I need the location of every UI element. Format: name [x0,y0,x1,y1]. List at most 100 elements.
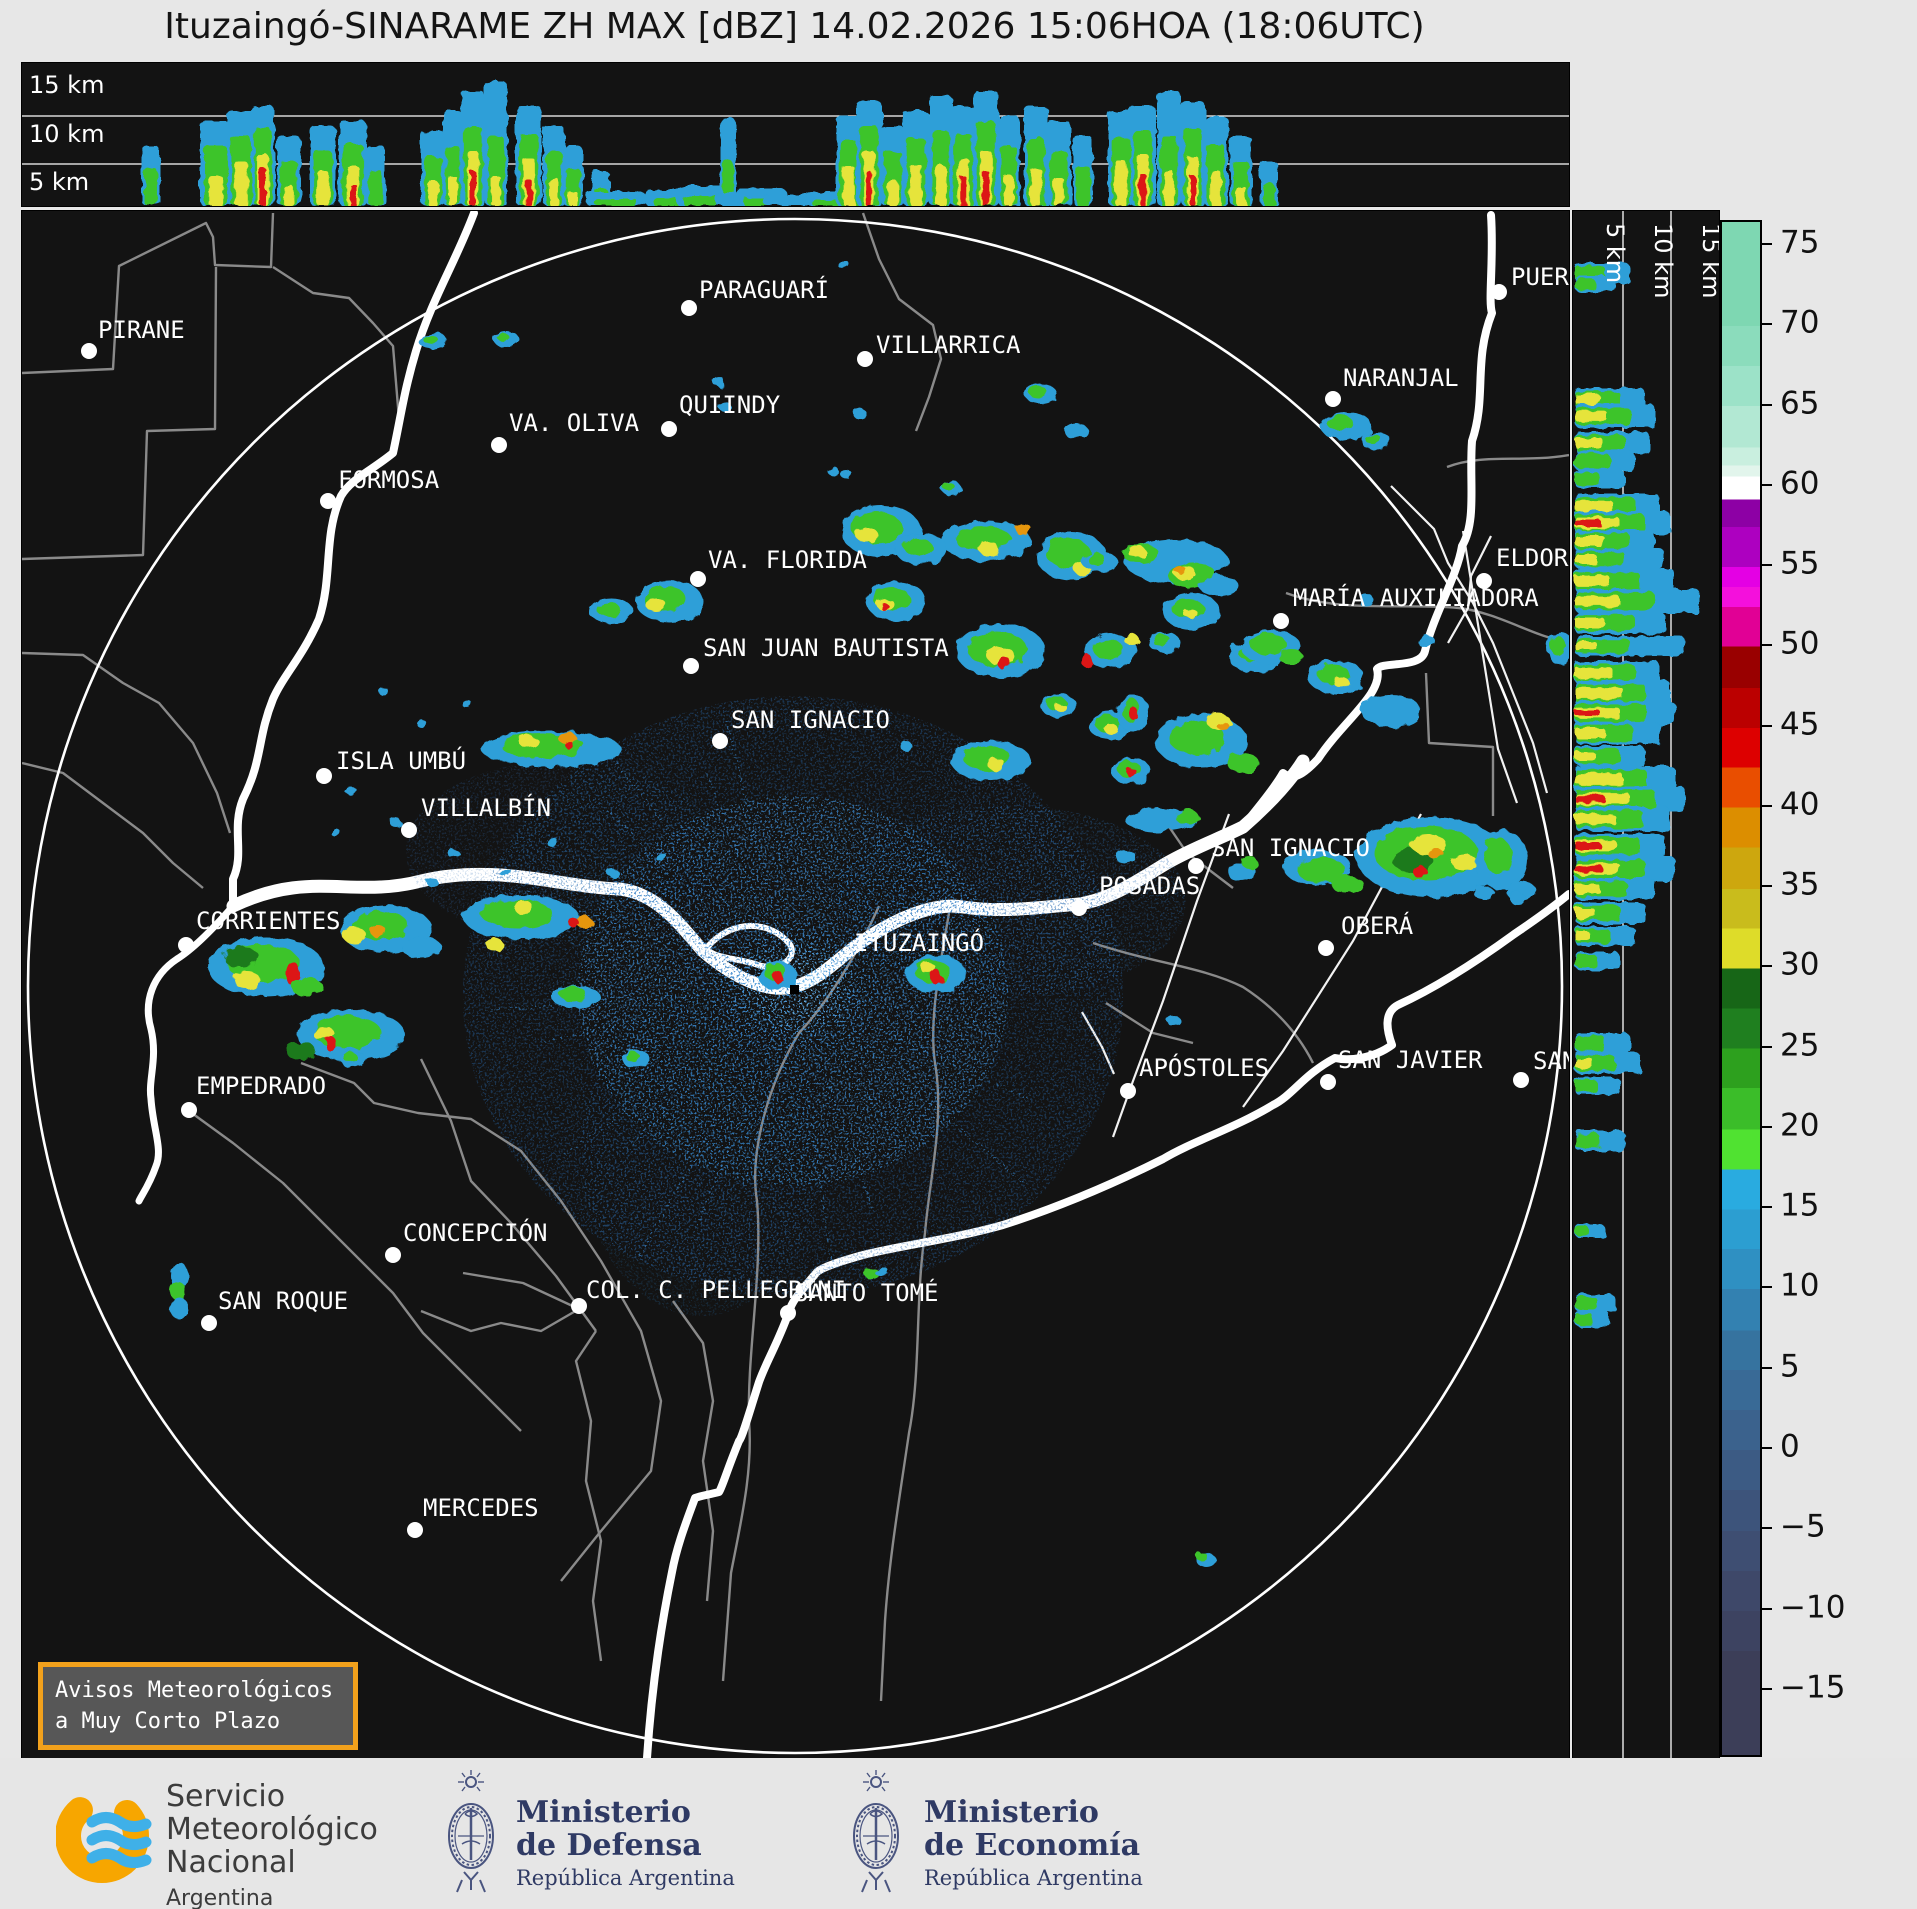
echo-cell [1127,768,1137,778]
smn-line: Servicio [166,1779,286,1814]
echo-cell [900,741,912,751]
ministry-name-line: Ministerio [516,1795,691,1830]
ministry-name-line: de Defensa [516,1828,702,1863]
echo-cell [719,402,731,412]
city-dot [1120,1083,1136,1099]
colorbar-ticklabel: 5 [1780,1348,1800,1385]
echo-cell [987,758,1005,770]
city-label: VA. FLORIDA [708,546,867,574]
echo-cell [1575,865,1603,873]
river [135,902,237,1205]
height-label: 15 km [29,71,104,99]
footer: Servicio Meteorológico Nacional Argentin… [0,1758,1917,1909]
echo-cell [470,171,476,206]
colorbar-tickmark [1760,644,1772,647]
city-label: MARÍA AUXILIADORA [1293,583,1539,612]
echo-cell [1575,520,1601,526]
echo-cell [1575,795,1605,803]
colorbar-tickmark [1760,323,1772,326]
echo-cell [427,879,439,887]
echo-cell [525,180,533,206]
echo-cell [401,936,441,958]
colorbar-ticklabel: 40 [1780,786,1820,823]
colorbar-ticklabel: 0 [1780,1428,1800,1465]
echo-cell [1484,838,1512,874]
echo-cell [1575,438,1603,448]
echo-cell [1297,857,1345,883]
echo-cell [1575,1133,1600,1149]
city-dot [178,937,194,953]
colorbar-ticklabel: 75 [1780,224,1820,261]
colorbar-tickmark [1760,885,1772,888]
city-dot [1318,940,1334,956]
city-label: PIRANE [98,316,185,344]
argentina-coat-of-arms-icon [448,1770,494,1893]
echo-cell [234,161,248,206]
echo-cell [856,527,878,543]
colorbar-ticklabel: 65 [1780,385,1820,422]
echo-cell [1029,386,1047,398]
echo-cell [223,947,259,967]
colorbar-tickmark [1760,1527,1772,1530]
echo-cell [447,849,459,857]
route-line [1390,485,1549,794]
colorbar-ticklabel: 15 [1780,1187,1820,1224]
echo-cell [683,196,719,206]
echo-cell [519,736,539,748]
city-dot [491,437,507,453]
echo-cell [1115,161,1127,206]
echo-cell [1509,892,1525,904]
city-label: PUERTO [1511,263,1569,291]
city-label: COL. C. PELLEGRINI [586,1276,846,1304]
echo-cell [1055,704,1067,712]
city-label: MERCEDES [423,1494,539,1522]
echo-cell [1575,536,1605,546]
echo-cell [1575,394,1600,404]
city-dot [1320,1074,1336,1090]
colorbar-tickmark [1760,1687,1772,1690]
city-dot [690,571,706,587]
echo-cell [343,1052,357,1062]
echo-cell [1082,654,1092,668]
ministry-sub: República Argentina [516,1866,735,1890]
city-label: SAN [1533,1047,1569,1075]
colorbar-ticklabel: 70 [1780,304,1820,341]
echo-cell [773,971,783,983]
echo-cell [208,176,224,206]
echo-cell [481,900,553,928]
echo-cell [982,171,990,206]
echo-cell [1575,667,1613,679]
colorbar-ticklabel: 50 [1780,625,1820,662]
radar-site-marker [790,985,799,994]
echo-cell [291,978,323,996]
echo-cell [576,916,592,928]
echo-cell [1184,609,1198,619]
ministry-defensa: Ministerio de Defensa República Argentin… [516,1796,735,1890]
admin-boundary [22,761,204,889]
echo-cell [1575,687,1623,699]
echo-cell [349,184,357,206]
echo-cell [811,200,841,206]
colorbar-tickmark [1760,403,1772,406]
warning-link-box[interactable]: Avisos Meteorológicos a Muy Corto Plazo [38,1662,358,1750]
echo-cell [942,482,954,490]
city-label: FORMOSA [338,466,440,494]
echo-cell [1053,178,1065,206]
city-label: VILLALBÍN [421,793,551,822]
colorbar-tickmark [1760,1366,1772,1369]
echo-cell [312,1026,334,1040]
argentina-coat-of-arms-icon [853,1770,899,1893]
echo-cell [1236,186,1246,206]
echo-cell [1210,171,1222,206]
echo-cell [1250,633,1286,655]
echo-cell [144,168,158,206]
echo-cell [1575,710,1600,716]
city-label: SAN IGNACIO [1211,834,1370,862]
echo-cell [1575,1296,1597,1310]
right-echoes [1575,263,1700,1327]
colorbar-ticklabel: 45 [1780,706,1820,743]
smn-wordmark: Servicio Meteorológico Nacional Argentin… [166,1780,378,1909]
city-label: SAN JUAN BAUTISTA [703,634,949,662]
city-label: CORRIENTES [196,907,341,935]
echo-cell [1163,171,1175,206]
